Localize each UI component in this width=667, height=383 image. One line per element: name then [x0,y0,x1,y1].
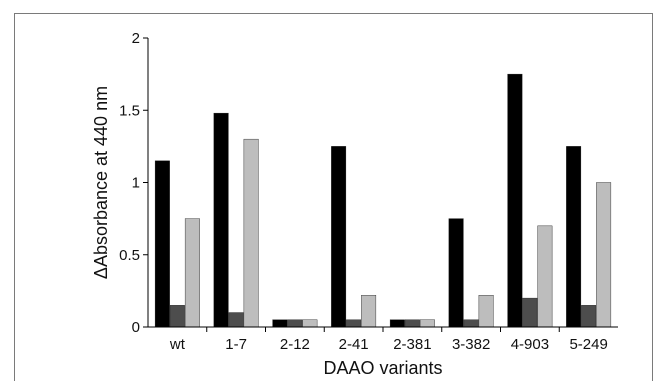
x-tick-label: 4-903 [511,336,549,353]
bar-2-41-series-1 [331,146,347,328]
bar-2-12-series-1 [272,319,288,328]
bar-2-12-series-2 [287,319,303,328]
bar-wt-series-1 [154,160,170,328]
y-tick-label: 1.5 [119,102,140,119]
y-tick-label: 2 [132,30,140,47]
bar-wt-series-2 [169,305,185,328]
x-axis-label: DAAO variants [323,358,442,378]
bar-1-7-series-1 [213,112,229,328]
x-tick-label: 5-249 [569,336,607,353]
x-ticks-group: wt 1-7 2-12 2-41 2-381 3-382 4-903 5-249 [169,327,608,353]
bar-wt-series-3 [184,218,200,328]
y-ticks-group: 0 0.5 1 1.5 2 [119,30,148,336]
y-axis-label-symbol: Δ [91,267,111,279]
bar-3-382-series-3 [478,295,494,328]
bar-3-382-series-1 [448,218,464,328]
x-tick-label: 2-41 [339,336,369,353]
bar-2-381-series-2 [404,319,420,328]
bar-2-12-series-3 [302,319,318,328]
bar-2-41-series-3 [361,295,377,328]
y-tick-label: 1 [132,175,140,192]
bars-group [154,73,612,328]
bar-3-382-series-2 [463,319,479,328]
bar-2-381-series-1 [389,319,405,328]
bar-4-903-series-3 [537,225,553,328]
x-tick-label: wt [169,336,186,353]
x-tick-label: 2-12 [280,336,310,353]
y-axis-label-text: Absorbance at 440 nm [91,86,111,267]
bar-2-41-series-2 [346,319,362,328]
x-tick-label: 3-382 [452,336,490,353]
x-tick-label: 1-7 [225,336,247,353]
bar-1-7-series-3 [243,138,259,328]
bar-1-7-series-2 [228,312,244,328]
bar-4-903-series-1 [507,73,523,328]
y-tick-label: 0 [132,319,140,336]
bar-2-381-series-3 [419,319,435,328]
bar-5-249-series-1 [566,146,582,328]
x-tick-label: 2-381 [393,336,431,353]
y-axis-label: ΔAbsorbance at 440 nm [91,86,111,279]
bar-4-903-series-2 [522,297,538,328]
y-tick-label: 0.5 [119,247,140,264]
figure-frame [14,13,653,381]
bar-5-249-series-3 [596,182,612,328]
bar-5-249-series-2 [581,305,597,328]
